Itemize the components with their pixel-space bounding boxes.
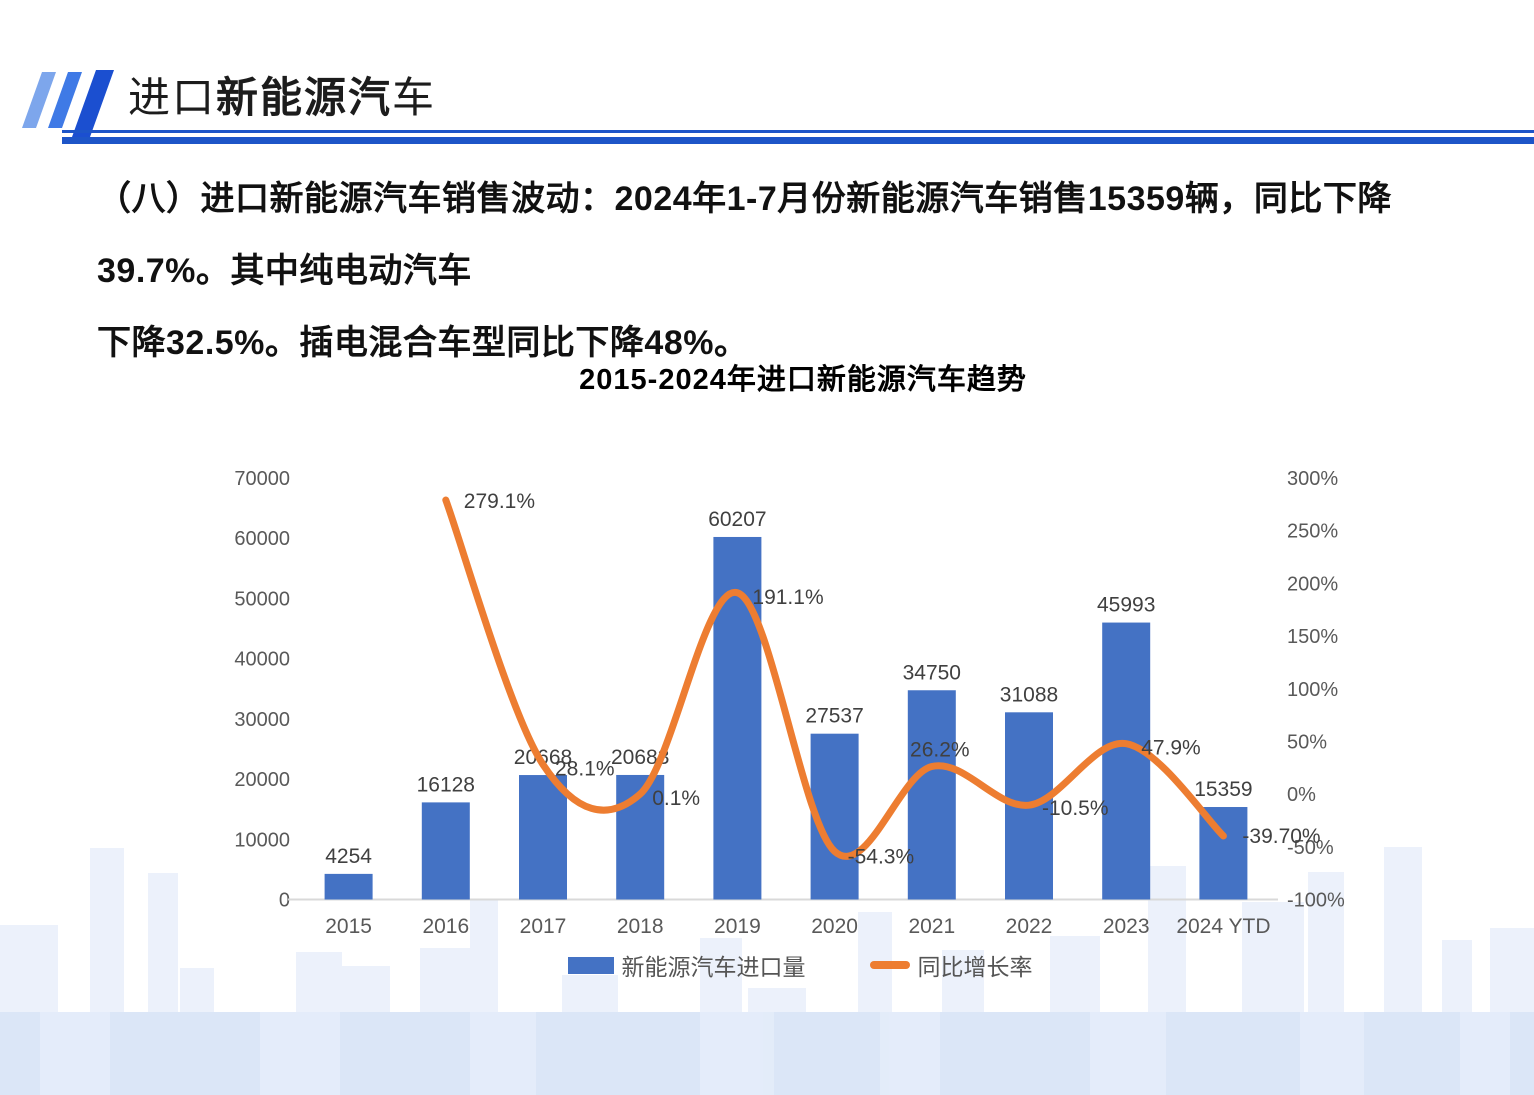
page-title-prefix: 进口 <box>128 74 217 121</box>
x-axis-category-label: 2023 <box>1103 915 1150 938</box>
bar-value-label: 60207 <box>708 508 766 531</box>
growth-rate-label: 26.2% <box>910 739 970 762</box>
page-title: 进口新能源汽车 <box>128 64 436 125</box>
y-axis-right-tick-label: 250% <box>1287 521 1338 543</box>
growth-rate-label: 279.1% <box>464 490 535 513</box>
y-axis-left-tick-label: 30000 <box>234 709 290 731</box>
body-paragraph-line1: （八）进口新能源汽车销售波动：2024年1-7月份新能源汽车销售15359辆，同… <box>97 180 1392 290</box>
header-logo-slashes-icon <box>22 70 114 137</box>
bar-2021 <box>907 690 956 900</box>
legend-label-growth: 同比增长率 <box>917 954 1033 980</box>
x-axis-category-label: 2015 <box>325 915 372 938</box>
x-axis-category-label: 2024 YTD <box>1176 915 1270 938</box>
y-axis-right-tick-label: 300% <box>1287 468 1338 490</box>
bar-value-label: 45993 <box>1097 594 1155 617</box>
body-paragraph-line2: 下降32.5%。插电混合车型同比下降48%。 <box>97 324 749 362</box>
y-axis-left-tick-label: 60000 <box>234 528 290 550</box>
bar-value-label: 31088 <box>1000 683 1058 706</box>
bar-2016 <box>421 802 470 900</box>
x-axis-category-label: 2016 <box>422 915 469 938</box>
bar-2015 <box>324 873 373 900</box>
bar-value-label: 20668 <box>514 746 572 769</box>
page-title-bold: 新能源汽 <box>216 74 393 121</box>
y-axis-right-tick-label: 50% <box>1287 731 1327 753</box>
x-axis-category-label: 2017 <box>520 915 567 938</box>
page-title-suffix: 车 <box>392 74 437 121</box>
chart-legend: 新能源汽车进口量 同比增长率 <box>300 948 1300 982</box>
growth-rate-label: -10.5% <box>1042 797 1109 820</box>
y-axis-right-tick-label: -50% <box>1287 837 1334 859</box>
header-rule-thick <box>62 137 1534 144</box>
bar-value-label: 16128 <box>417 773 475 796</box>
legend-label-imports: 新能源汽车进口量 <box>621 954 806 980</box>
y-axis-left-tick-label: 0 <box>279 890 290 912</box>
header-rule-thin <box>62 130 1534 133</box>
growth-rate-line <box>442 496 1227 860</box>
bar-value-label: 20683 <box>611 746 669 769</box>
x-axis-category-label: 2019 <box>714 915 761 938</box>
bar-value-label: 27537 <box>805 705 863 728</box>
growth-rate-label: 0.1% <box>652 787 700 810</box>
body-paragraph: （八）进口新能源汽车销售波动：2024年1-7月份新能源汽车销售15359辆，同… <box>97 163 1497 379</box>
growth-rate-label: 47.9% <box>1141 737 1201 760</box>
chart-title: 2015-2024年进口新能源汽车趋势 <box>579 364 1027 396</box>
x-axis-category-label: 2020 <box>811 915 858 938</box>
y-axis-right-tick-label: 100% <box>1287 679 1338 701</box>
growth-rate-label: 191.1% <box>752 586 823 609</box>
x-axis-category-label: 2018 <box>617 915 664 938</box>
growth-rate-label: -54.3% <box>848 845 915 868</box>
bar-series-swatch-icon <box>567 956 614 974</box>
y-axis-left-tick-label: 10000 <box>234 829 290 851</box>
y-axis-left-tick-label: 20000 <box>234 769 290 791</box>
legend-item-growth: 同比增长率 <box>869 948 1033 982</box>
bar-value-label: 34750 <box>903 661 961 684</box>
y-axis-right-tick-label: 200% <box>1287 573 1338 595</box>
y-axis-left-tick-label: 50000 <box>234 588 290 610</box>
line-series-swatch-icon <box>869 961 910 969</box>
bar-value-label: 4254 <box>325 845 372 868</box>
bar-2017 <box>519 775 567 900</box>
legend-item-imports: 新能源汽车进口量 <box>567 948 806 982</box>
y-axis-left-tick-label: 70000 <box>234 468 290 490</box>
growth-rate-label: 28.1% <box>555 758 615 781</box>
y-axis-right-tick-label: 0% <box>1287 784 1316 806</box>
y-axis-right-tick-label: -100% <box>1287 890 1345 912</box>
x-axis-category-label: 2021 <box>908 915 955 938</box>
bar-value-label: 15359 <box>1194 778 1252 801</box>
growth-rate-label: -39.70% <box>1242 825 1320 848</box>
x-axis-category-label: 2022 <box>1006 915 1053 938</box>
y-axis-left-tick-label: 40000 <box>234 649 290 671</box>
bar-2023 <box>1102 622 1151 900</box>
y-axis-right-tick-label: 150% <box>1287 626 1338 648</box>
